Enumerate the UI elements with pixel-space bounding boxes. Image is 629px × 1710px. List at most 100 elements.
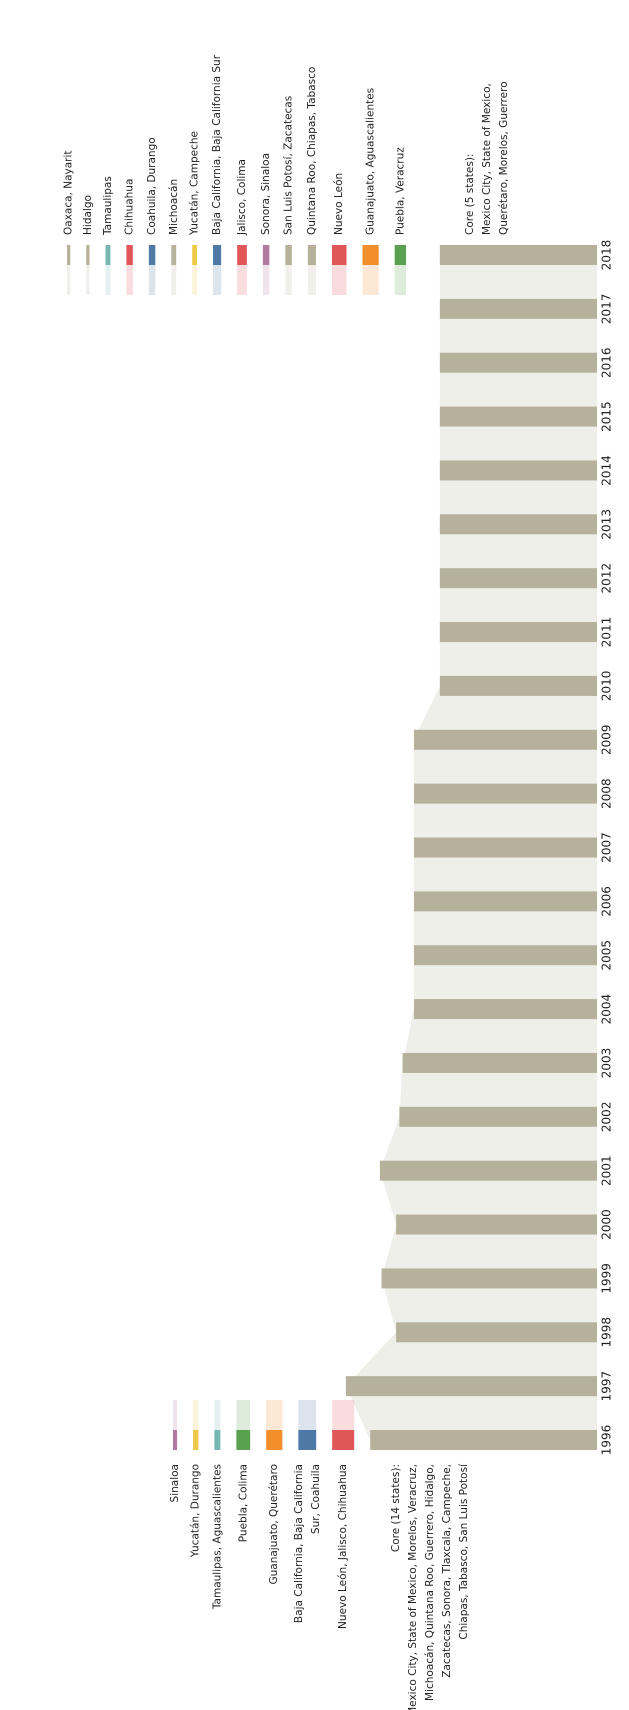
flow: [285, 265, 292, 295]
group-label: Nuevo León: [333, 173, 345, 235]
year-label: 1996: [600, 1425, 614, 1456]
group-block: [331, 245, 347, 265]
flow: [192, 265, 198, 295]
group-label: Zacatecas, Sonora, Tlaxcala, Campeche,: [441, 1464, 453, 1678]
flow: [86, 265, 90, 295]
year-label: 2010: [600, 671, 614, 702]
group-block: [171, 245, 177, 265]
year-label: 2014: [600, 455, 614, 486]
flow: [236, 1400, 251, 1430]
year-label: 2013: [600, 509, 614, 540]
core-bar: [439, 460, 597, 481]
year-label: 2018: [600, 240, 614, 271]
group-label: Hidalgo: [82, 195, 94, 235]
core-bar: [402, 1052, 597, 1073]
year-label: 1999: [600, 1263, 614, 1294]
group-label: Yucatán, Durango: [190, 1464, 202, 1558]
group-label: Michoacán: [168, 179, 180, 235]
group-label: Core (14 states):: [390, 1464, 402, 1552]
flow: [126, 265, 133, 295]
group-label: Jalisco, Colima: [236, 159, 248, 236]
year-label: 2009: [600, 724, 614, 755]
group-block: [193, 1430, 199, 1450]
flow: [213, 265, 222, 295]
group-label: Coahuila, Durango: [146, 137, 158, 235]
group-label: Chihuahua: [124, 179, 136, 235]
flow: [262, 265, 270, 295]
group-block: [332, 1430, 355, 1450]
group-label: Puebla, Veracruz: [394, 147, 406, 235]
year-label: 2004: [600, 994, 614, 1025]
group-label: Mexico City, State of Mexico,: [481, 83, 493, 235]
group-label: Core (5 states):: [464, 154, 476, 235]
year-label: 2016: [600, 347, 614, 378]
core-bar: [379, 1160, 597, 1181]
flow: [266, 1400, 283, 1430]
year-label: 2000: [600, 1209, 614, 1240]
flow: [172, 1400, 178, 1430]
core-bar: [413, 783, 597, 804]
year-label: 2002: [600, 1102, 614, 1133]
group-label: Oaxaca, Nayarit: [63, 150, 75, 235]
flow: [331, 265, 347, 295]
flow: [332, 1400, 355, 1430]
group-block: [172, 1430, 178, 1450]
flow: [193, 1400, 199, 1430]
group-block: [298, 1430, 317, 1450]
group-block: [67, 245, 71, 265]
core-bar: [413, 729, 597, 750]
group-label: Baja California, Baja California Sur: [211, 54, 223, 235]
group-block: [148, 245, 156, 265]
flow: [105, 265, 111, 295]
year-label: 1998: [600, 1317, 614, 1348]
core-bar: [413, 999, 597, 1020]
flow: [362, 265, 379, 295]
group-block: [214, 1430, 221, 1450]
core-bar: [413, 945, 597, 966]
flow: [307, 265, 316, 295]
year-label: 2003: [600, 1048, 614, 1079]
year-label: 1997: [600, 1371, 614, 1402]
year-label: 2006: [600, 886, 614, 917]
group-block: [394, 245, 407, 265]
group-label: Guanajuato, Querétaro: [268, 1464, 280, 1585]
group-label: Sur, Coahuila: [310, 1464, 322, 1534]
flow: [171, 265, 177, 295]
core-bar: [413, 837, 597, 858]
group-label: Baja California, Baja California: [293, 1464, 305, 1623]
group-block: [213, 245, 222, 265]
group-label: Querétaro, Morelos, Guerrero: [498, 81, 510, 235]
group-block: [362, 245, 379, 265]
group-block: [307, 245, 316, 265]
core-bar: [381, 1268, 597, 1289]
year-label: 2011: [600, 617, 614, 648]
year-label: 2008: [600, 778, 614, 809]
group-label: Puebla, Colima: [237, 1464, 249, 1542]
year-label: 2001: [600, 1155, 614, 1186]
core-bar: [345, 1376, 597, 1397]
year-label: 2012: [600, 563, 614, 594]
group-block: [285, 245, 292, 265]
core-bar: [396, 1214, 597, 1235]
group-block: [126, 245, 133, 265]
core-bar: [396, 1322, 597, 1343]
core-bar: [439, 622, 597, 643]
flow: [394, 265, 407, 295]
flow: [148, 265, 156, 295]
core-bar: [439, 352, 597, 373]
group-label: Guanajuato, Aguascalientes: [365, 88, 377, 235]
core-bar: [439, 245, 597, 265]
group-label: Mexico City, State of Mexico, Morelos, V…: [407, 1464, 419, 1710]
year-label: 2005: [600, 940, 614, 971]
flow: [298, 1400, 317, 1430]
flow: [214, 1400, 221, 1430]
group-label: Quintana Roo, Chiapas, Tabasco: [306, 67, 318, 235]
core-bar: [399, 1106, 597, 1127]
group-label: Tamaulipas: [102, 176, 114, 236]
group-block: [237, 245, 247, 265]
core-bar: [370, 1430, 597, 1450]
core-bar: [413, 891, 597, 912]
group-label: San Luis Potosí, Zacatecas: [283, 96, 295, 235]
core-bar: [439, 675, 597, 696]
